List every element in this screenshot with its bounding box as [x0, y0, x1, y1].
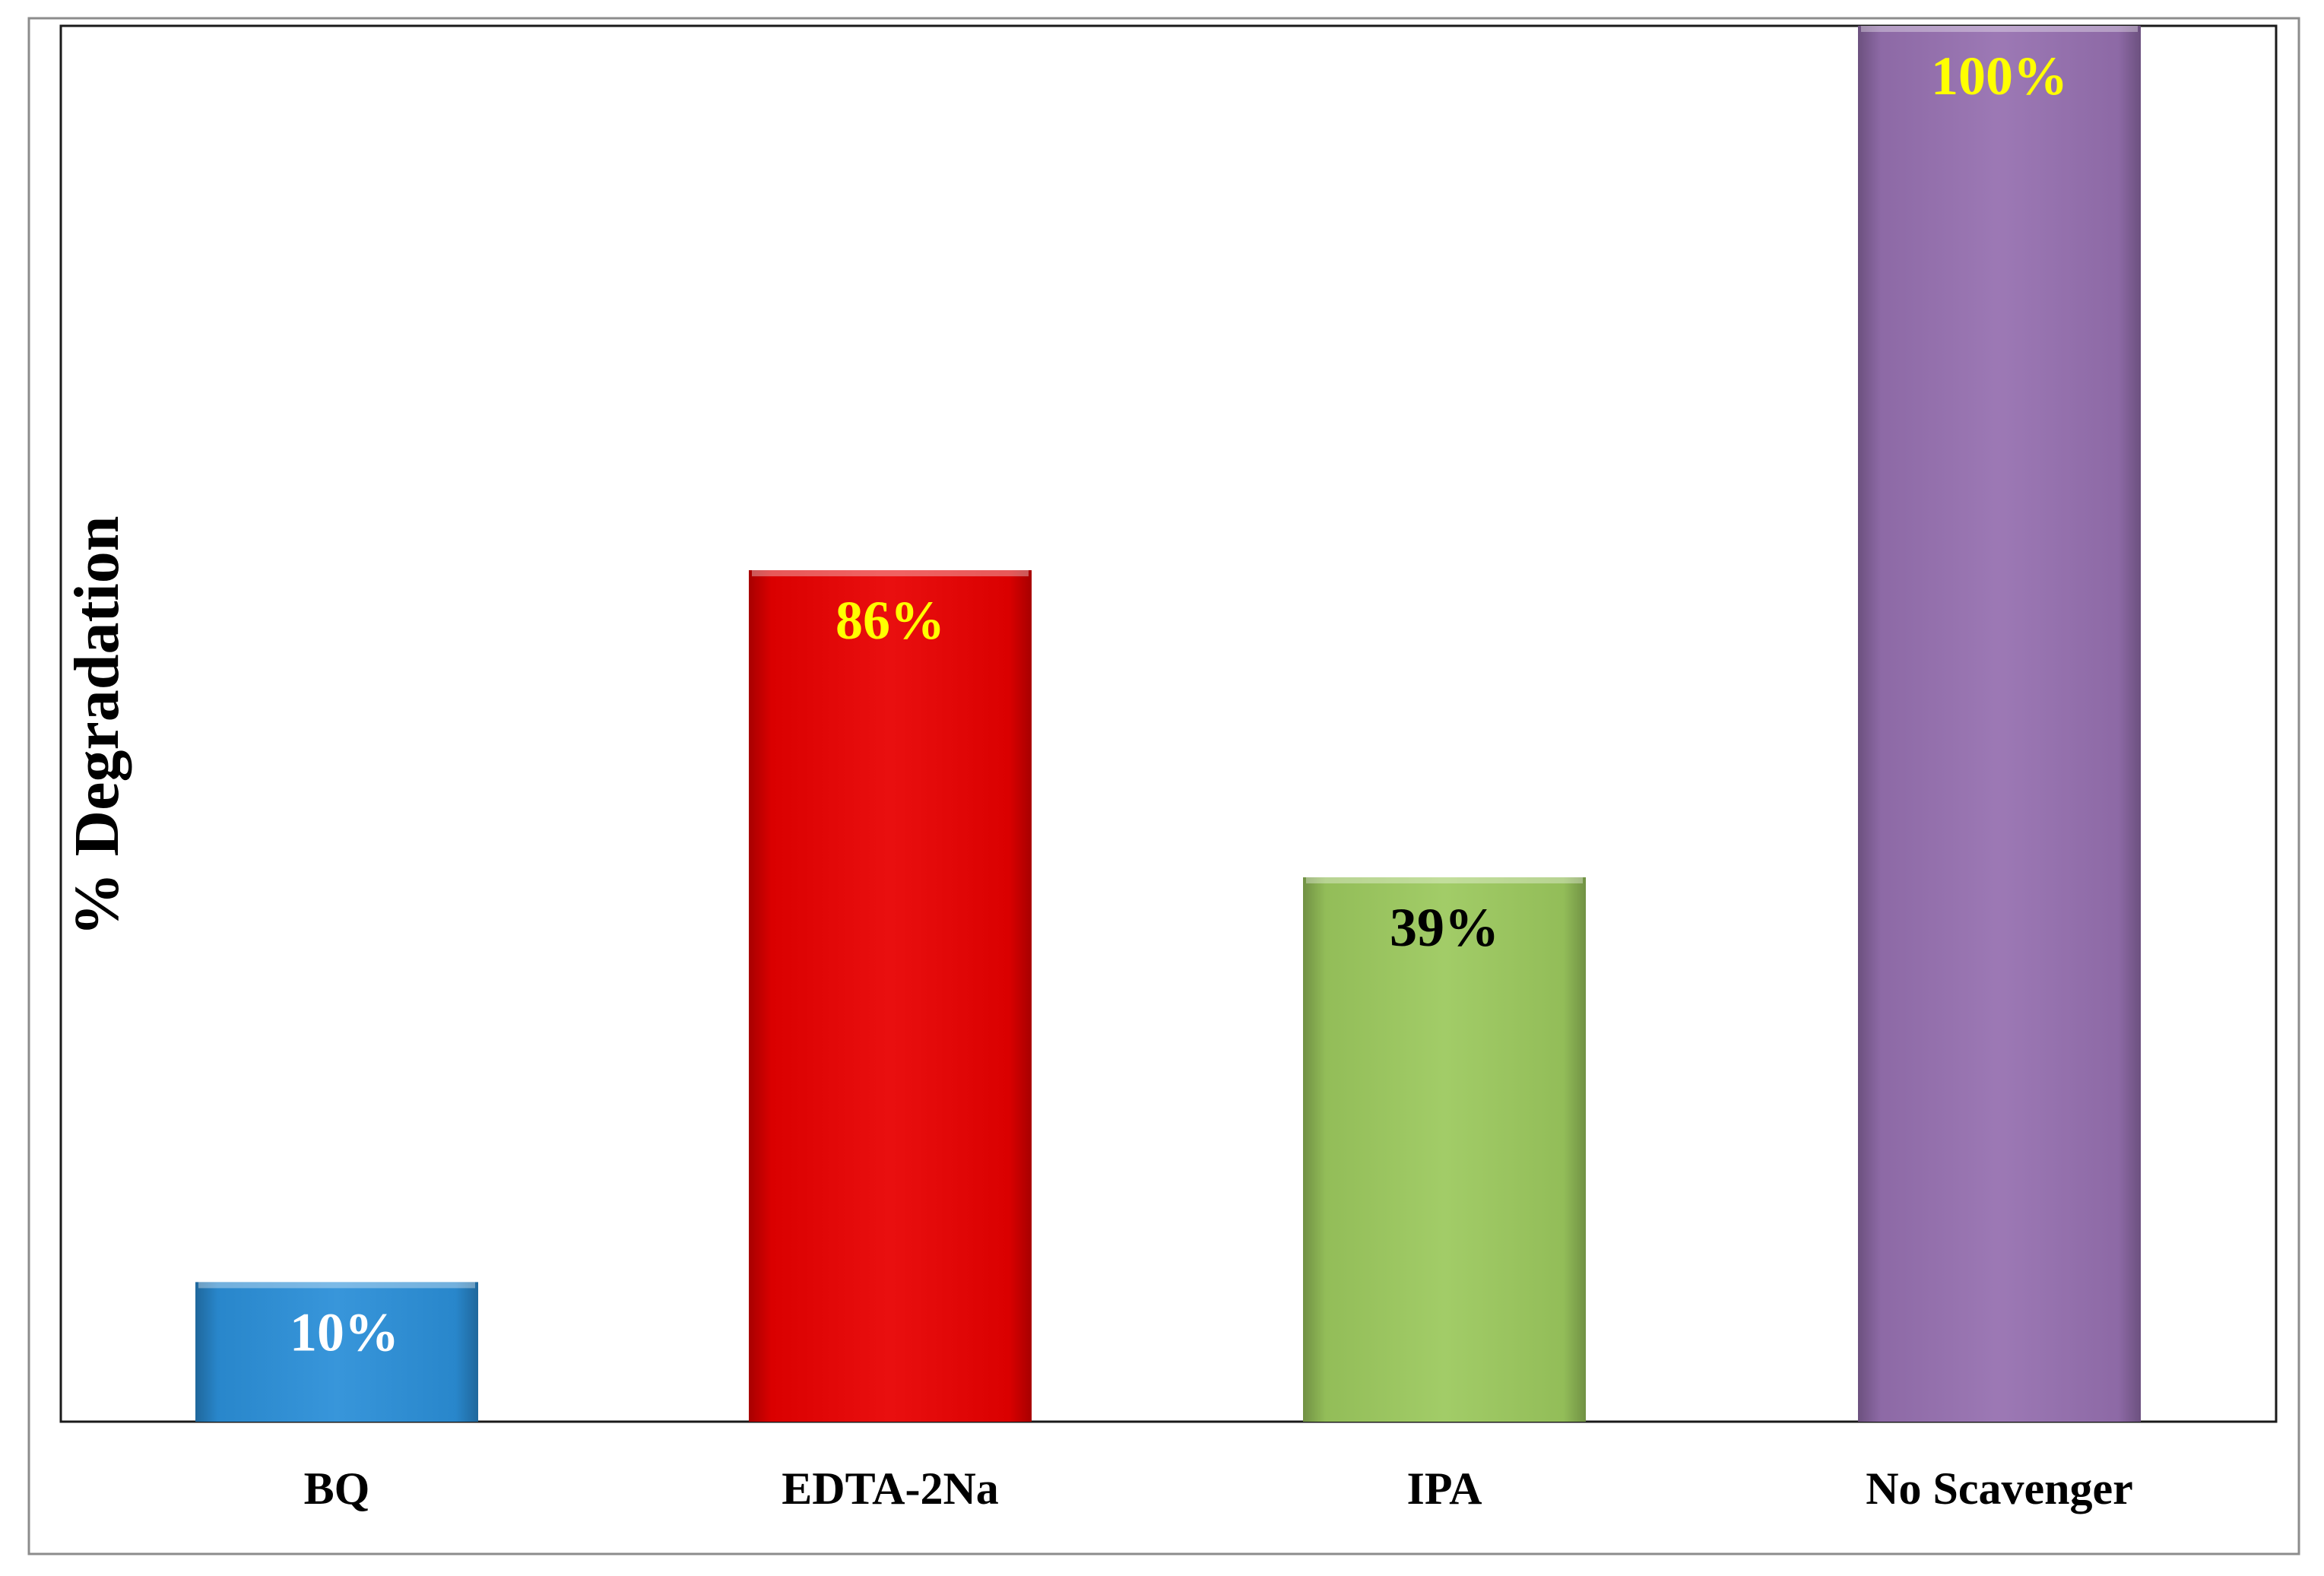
x-tick-labels-layer: BQ EDTA-2Na IPA No Scavenger: [304, 1463, 2133, 1514]
x-tick-label-no-scavenger: No Scavenger: [1866, 1463, 2133, 1514]
data-label-edta-2na: 86%: [835, 590, 945, 651]
bar-ipa: [1303, 877, 1586, 1422]
y-axis-label: % Degradation: [62, 516, 132, 937]
x-tick-label-bq: BQ: [304, 1463, 370, 1514]
bar-shading-bq: [195, 1282, 478, 1422]
bar-top-highlight-ipa: [1306, 877, 1583, 883]
bar-bq: [195, 1282, 478, 1422]
bar-top-highlight-no-scavenger: [1861, 26, 2138, 32]
bar-shading-ipa: [1303, 877, 1586, 1422]
plot-area-border: [59, 24, 2278, 1423]
bar-shading-no-scavenger: [1858, 26, 2141, 1422]
bars-layer: [195, 26, 2141, 1422]
bar-edta-2na: [749, 570, 1032, 1422]
bar-top-highlight-bq: [198, 1282, 475, 1289]
bar-top-highlight-edta-2na: [752, 570, 1029, 577]
x-tick-label-ipa: IPA: [1407, 1463, 1482, 1514]
bar-shading-edta-2na: [749, 570, 1032, 1422]
data-label-bq: 10%: [290, 1302, 399, 1362]
data-label-no-scavenger: 100%: [1931, 46, 2068, 106]
bar-no-scavenger: [1858, 26, 2141, 1422]
data-label-ipa: 39%: [1390, 897, 1499, 958]
x-tick-label-edta-2na: EDTA-2Na: [782, 1463, 999, 1514]
data-labels-layer: 10% 86% 39% 100%: [290, 46, 2068, 1362]
